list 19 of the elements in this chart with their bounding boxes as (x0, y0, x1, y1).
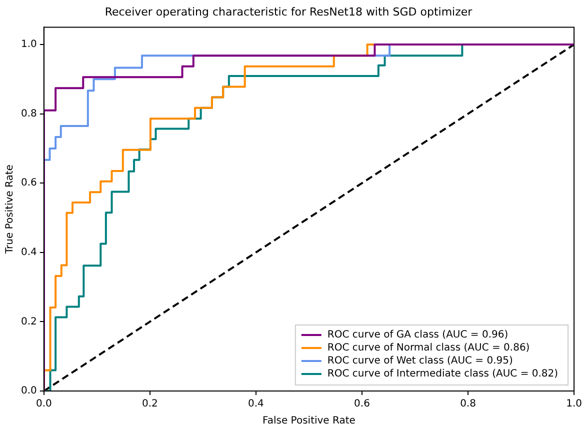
x-tick-label: 0.6 (354, 398, 370, 410)
y-tick-label: 1.0 (20, 39, 37, 50)
x-tick-label: 0.4 (248, 398, 264, 410)
y-axis-title: True Positive Rate (4, 164, 16, 255)
y-tick-label: 0.4 (20, 247, 37, 258)
x-axis-title: False Positive Rate (262, 416, 356, 427)
x-tick-label: 1.0 (566, 398, 582, 410)
x-tick-label: 0.0 (36, 398, 52, 410)
y-tick-label: 0.2 (20, 316, 37, 328)
legend-label: ROC curve of GA class (AUC = 0.96) (327, 330, 508, 341)
legend-label: ROC curve of Wet class (AUC = 0.95) (327, 356, 514, 367)
legend-label: ROC curve of Intermediate class (AUC = 0.82) (327, 368, 558, 380)
legend-label: ROC curve of Normal class (AUC = 0.86) (327, 342, 530, 354)
y-tick-label: 0.6 (20, 178, 37, 189)
chart-title: Receiver operating characteristic for ResNet18 with SGD optimizer (104, 5, 473, 18)
x-tick-label: 0.2 (142, 398, 158, 410)
y-tick-label: 0.0 (20, 386, 37, 397)
y-tick-label: 0.8 (20, 108, 37, 120)
x-tick-label: 0.8 (460, 398, 476, 410)
